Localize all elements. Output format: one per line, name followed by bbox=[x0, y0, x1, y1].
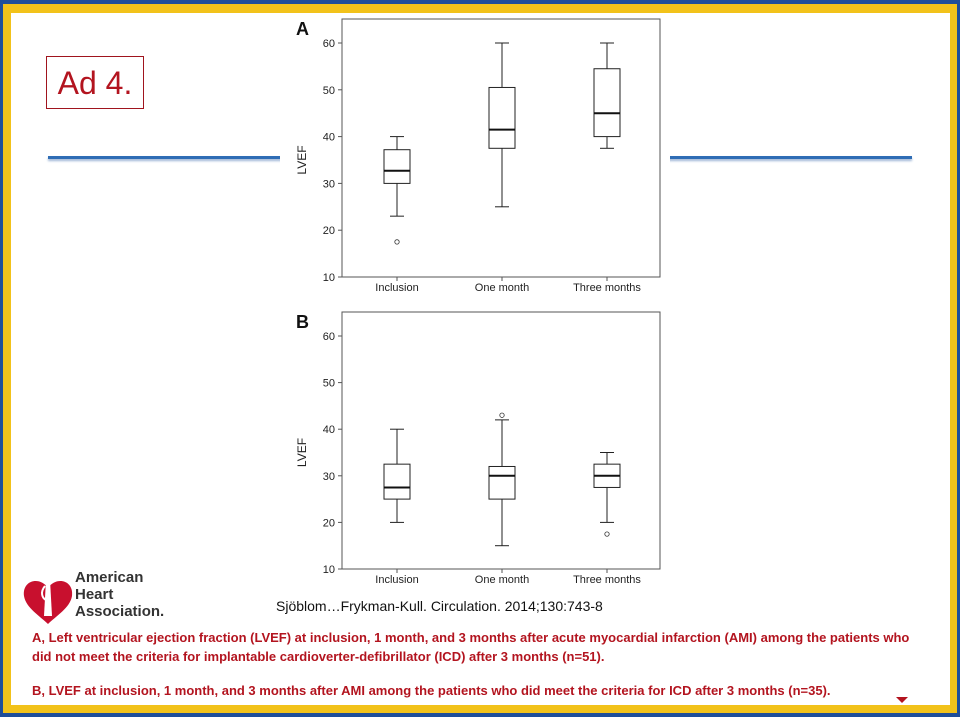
title-rule-left bbox=[48, 156, 298, 159]
boxplot-figure: A LVEF 10 20 30 40 50 60 Inclusion One month Three… bbox=[280, 14, 670, 588]
slide-title: Ad 4. bbox=[46, 56, 144, 109]
logo-line-2: Heart bbox=[75, 586, 114, 603]
panel-b-plot-frame bbox=[341, 311, 661, 570]
panel-a-y-tick-label: 10 bbox=[323, 272, 335, 284]
panel-b-y-tick-label: 50 bbox=[323, 378, 335, 390]
panel-a-box bbox=[593, 68, 621, 138]
panel-a-y-tick-label: 30 bbox=[323, 178, 335, 190]
panel-a-y-tick-label: 20 bbox=[323, 225, 335, 237]
panel-a-x-tick-label: One month bbox=[475, 282, 529, 294]
title-rule-right bbox=[662, 156, 912, 159]
panel-b-y-tick-label: 10 bbox=[323, 564, 335, 576]
panel-a-y-tick-label: 40 bbox=[323, 132, 335, 144]
logo-line-3: Association. bbox=[75, 603, 165, 620]
panel-b-y-tick-label: 60 bbox=[323, 331, 335, 343]
corner-arrow-icon bbox=[896, 697, 908, 703]
panel-b-box bbox=[383, 463, 411, 500]
panel-b-x-tick-label: Inclusion bbox=[375, 574, 418, 586]
panel-a-y-tick-label: 60 bbox=[323, 38, 335, 50]
panel-b-outlier-point bbox=[499, 412, 505, 418]
panel-b-box bbox=[488, 465, 516, 500]
panel-b-outlier-point bbox=[604, 531, 610, 537]
panel-a-box bbox=[488, 86, 516, 149]
panel-a-x-tick-label: Three months bbox=[573, 282, 641, 294]
aha-logo-text: American Heart Association. bbox=[75, 569, 164, 620]
panel-b-x-tick-label: Three months bbox=[573, 574, 641, 586]
panel-b-x-tick-label: One month bbox=[475, 574, 529, 586]
logo-line-1: American bbox=[75, 569, 144, 586]
panel-b-y-axis-label: LVEF bbox=[295, 438, 309, 467]
panel-a-plot-frame bbox=[341, 18, 661, 278]
caption-panel-b: B, LVEF at inclusion, 1 month, and 3 mon… bbox=[32, 683, 831, 698]
panel-a-letter: A bbox=[296, 19, 309, 39]
panel-b-y-tick-label: 40 bbox=[323, 424, 335, 436]
panel-a-outlier-point bbox=[394, 239, 400, 245]
panel-a-box bbox=[383, 149, 411, 184]
caption-panel-a: A, Left ventricular ejection fraction (L… bbox=[32, 630, 910, 664]
panel-a-y-tick-label: 50 bbox=[323, 85, 335, 97]
panel-b-letter: B bbox=[296, 312, 309, 332]
panel-b-y-tick-label: 30 bbox=[323, 471, 335, 483]
panel-a-y-axis-label: LVEF bbox=[295, 145, 309, 174]
panel-b-y-tick-label: 20 bbox=[323, 517, 335, 529]
citation: Sjöblom…Frykman-Kull. Circulation. 2014;… bbox=[276, 598, 603, 614]
panel-a-x-tick-label: Inclusion bbox=[375, 282, 418, 294]
heart-torch-icon bbox=[23, 570, 73, 624]
